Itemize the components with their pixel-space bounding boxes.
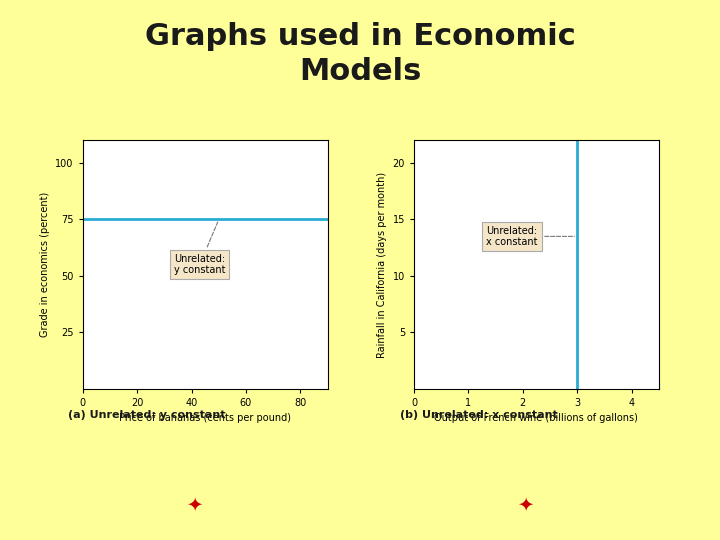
Text: Unrelated:
y constant: Unrelated: y constant — [174, 222, 225, 275]
X-axis label: Output of French wine (billions of gallons): Output of French wine (billions of gallo… — [434, 414, 639, 423]
Y-axis label: Grade in economics (percent): Grade in economics (percent) — [40, 192, 50, 337]
X-axis label: Price of bananas (cents per pound): Price of bananas (cents per pound) — [120, 414, 291, 423]
Text: (a) Unrelated: y constant: (a) Unrelated: y constant — [68, 410, 226, 421]
Text: Graphs used in Economic
Models: Graphs used in Economic Models — [145, 22, 575, 86]
Text: ✦: ✦ — [186, 495, 202, 515]
Text: Unrelated:
x constant: Unrelated: x constant — [486, 226, 575, 247]
Y-axis label: Rainfall in California (days per month): Rainfall in California (days per month) — [377, 172, 387, 357]
Text: ✦: ✦ — [518, 495, 534, 515]
Text: (b) Unrelated: x constant: (b) Unrelated: x constant — [400, 410, 557, 421]
